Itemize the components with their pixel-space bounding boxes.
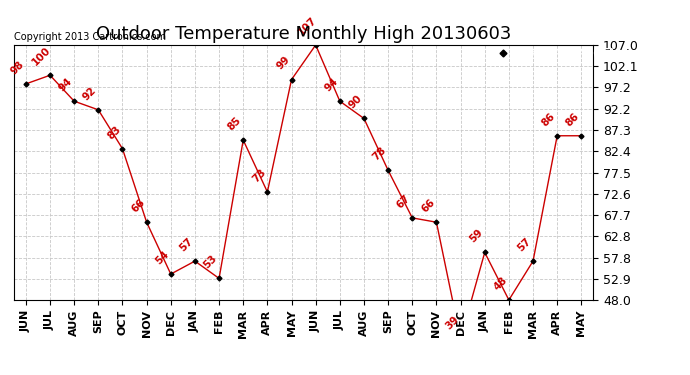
Text: 66: 66	[130, 197, 147, 214]
Text: Copyright 2013 Cartronics.com: Copyright 2013 Cartronics.com	[14, 33, 166, 42]
Text: 48: 48	[492, 275, 509, 292]
Text: 107: 107	[296, 15, 319, 37]
Text: 86: 86	[564, 111, 582, 128]
Text: 66: 66	[420, 197, 437, 214]
Text: 85: 85	[226, 115, 244, 132]
Text: 59: 59	[468, 228, 485, 244]
Text: 100: 100	[30, 45, 53, 68]
Title: Outdoor Temperature Monthly High 20130603: Outdoor Temperature Monthly High 2013060…	[96, 26, 511, 44]
Text: 99: 99	[275, 55, 292, 72]
Text: 53: 53	[202, 253, 219, 271]
Text: 78: 78	[371, 145, 388, 162]
Text: 86: 86	[540, 111, 558, 128]
Text: Temperature (°F): Temperature (°F)	[513, 48, 614, 58]
Text: 73: 73	[250, 167, 268, 184]
Text: 57: 57	[516, 236, 533, 254]
Text: 67: 67	[395, 193, 413, 210]
Text: 94: 94	[57, 76, 75, 93]
Text: 90: 90	[347, 93, 364, 111]
Text: 39: 39	[444, 314, 461, 331]
Text: 83: 83	[106, 124, 123, 141]
Text: 54: 54	[154, 249, 171, 266]
Text: 98: 98	[9, 59, 26, 76]
Text: 57: 57	[178, 236, 195, 254]
Text: 94: 94	[323, 76, 340, 93]
Text: 92: 92	[81, 85, 99, 102]
